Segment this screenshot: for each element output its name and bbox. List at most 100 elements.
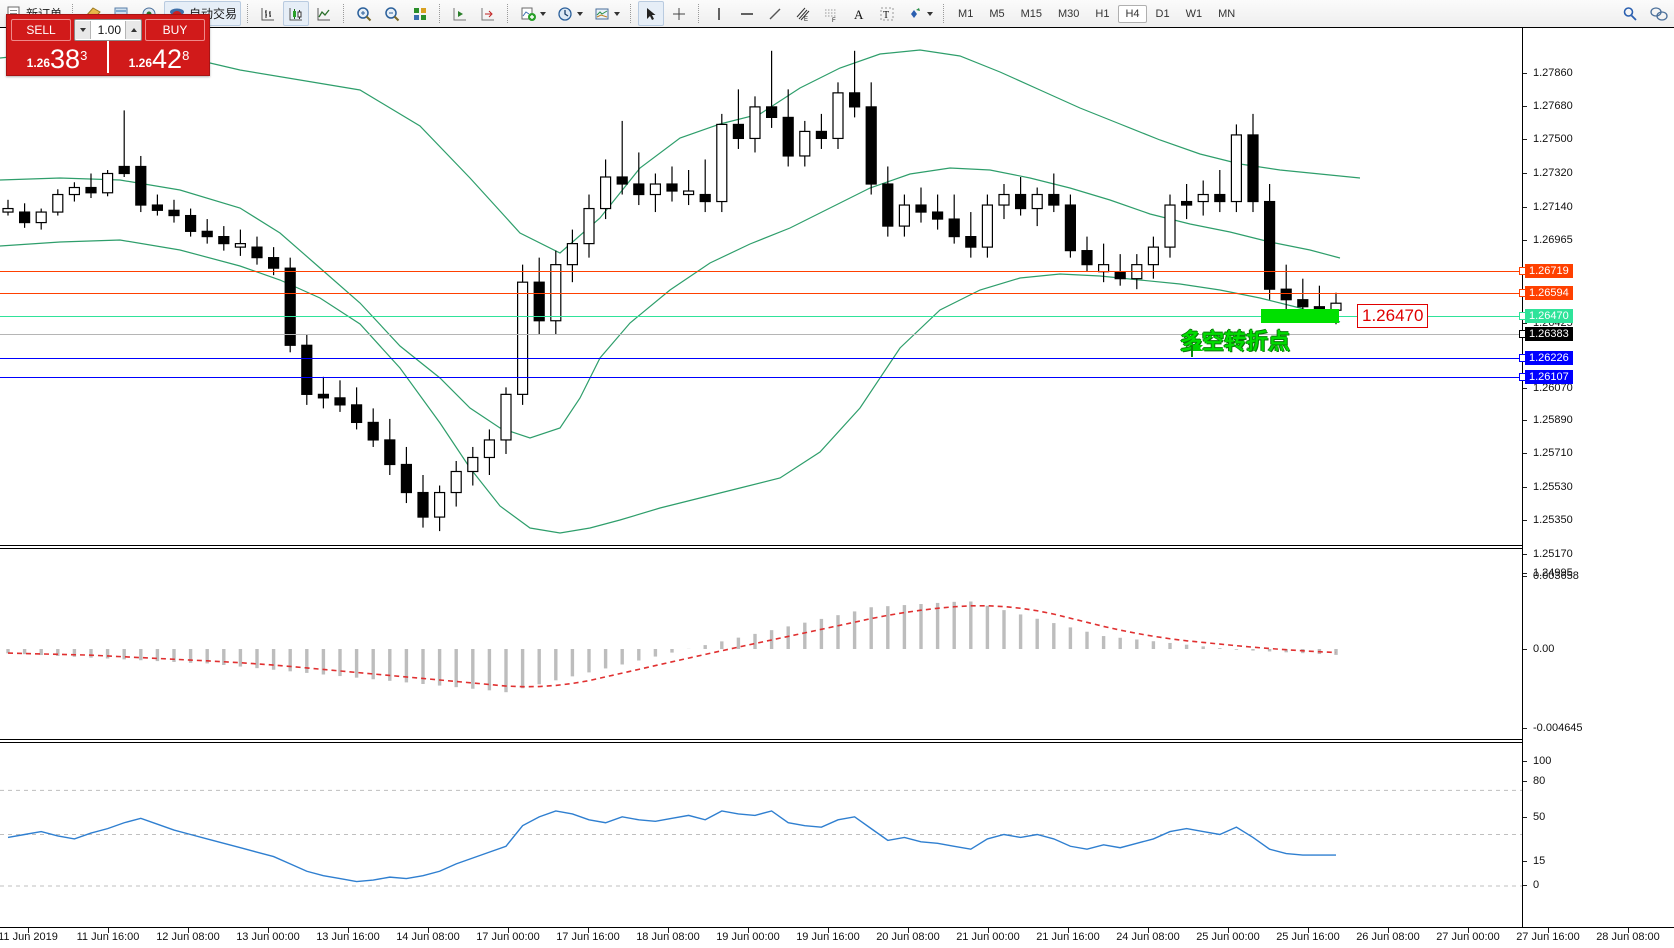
time-axis-label: 14 Jun 08:00 [396, 931, 460, 943]
rsi-plot [0, 789, 1522, 887]
fibonacci-button[interactable]: F [818, 1, 844, 26]
price-level-badge-resistance-1[interactable]: 1.26719 [1525, 264, 1573, 278]
templates-button[interactable] [589, 1, 624, 26]
timeframe-w1[interactable]: W1 [1185, 7, 1203, 20]
toolbar-separator [439, 4, 441, 23]
axis-tick [1388, 928, 1389, 933]
macd-plot [6, 601, 1338, 693]
chevron-down-icon[interactable] [540, 11, 547, 16]
price-level-badge-pivot[interactable]: 1.26470 [1525, 309, 1573, 323]
zoom-out-icon [385, 6, 400, 21]
pivot-zone-marker[interactable] [1261, 309, 1339, 323]
volume-increase-button[interactable] [125, 20, 141, 39]
auto-scroll-button[interactable] [475, 1, 501, 26]
timeframe-d1[interactable]: D1 [1155, 7, 1170, 20]
level-line-resistance-1[interactable] [0, 271, 1522, 272]
price-axis-label: 1.26070 [1533, 382, 1573, 394]
price-axis-label: 1.25890 [1533, 414, 1573, 426]
timeframe-h1[interactable]: H1 [1095, 7, 1110, 20]
timeframe-m15[interactable]: M15 [1020, 7, 1042, 20]
price-axis-label: 1.25710 [1533, 447, 1573, 459]
zoom-in-button[interactable] [351, 1, 377, 26]
sell-price[interactable]: 1.26 38 3 [7, 41, 109, 73]
buy-price[interactable]: 1.26 42 8 [109, 41, 209, 73]
vertical-line-button[interactable] [706, 1, 732, 26]
sell-button[interactable]: SELL [11, 18, 71, 41]
one-click-controls-row: SELL 1.00 BUY [7, 15, 209, 41]
macd-axis-label: 0.00 [1533, 643, 1555, 655]
time-axis-label: 17 Jun 00:00 [476, 931, 540, 943]
chat-button[interactable] [1645, 1, 1673, 26]
level-line-resistance-2[interactable] [0, 293, 1522, 294]
indicators-icon [521, 7, 537, 21]
price-callout-box[interactable]: 1.26470 [1357, 304, 1429, 328]
price-axis-label: 1.25530 [1533, 481, 1573, 493]
bar-chart-button[interactable] [255, 1, 281, 26]
axis-tick [1523, 139, 1527, 140]
zoom-out-button[interactable] [379, 1, 405, 26]
axis-tick [1523, 73, 1527, 74]
cursor-button[interactable] [638, 1, 665, 26]
timeframe-h4[interactable]: H4 [1118, 4, 1147, 23]
time-axis-label: 26 Jun 08:00 [1356, 931, 1420, 943]
buy-arrow-icon[interactable] [1190, 344, 1206, 358]
text-button[interactable]: A [846, 1, 872, 26]
level-line-support-2[interactable] [0, 377, 1522, 378]
price-level-badge-support-2[interactable]: 1.26107 [1525, 370, 1573, 384]
axis-tick [828, 928, 829, 933]
rsi-pane[interactable] [0, 743, 1522, 928]
search-button[interactable] [1617, 1, 1643, 26]
price-level-badge-support-1[interactable]: 1.26226 [1525, 351, 1573, 365]
timeframe-m1[interactable]: M1 [958, 7, 974, 20]
one-click-prices-row: 1.26 38 3 1.26 42 8 [7, 41, 209, 73]
bollinger-middle-line [0, 167, 1341, 439]
volume-value[interactable]: 1.00 [97, 22, 121, 37]
sell-price-prefix: 1.26 [26, 56, 51, 70]
axis-tick [188, 928, 189, 933]
price-level-badge-current-price[interactable]: 1.26383 [1525, 327, 1573, 341]
equidistant-channel-button[interactable]: E [790, 1, 816, 26]
macd-axis-label: -0.004645 [1533, 722, 1583, 734]
chart-area[interactable]: GBPUSD-,H4 1.26371 1.26386 1.26351 1.263… [0, 27, 1674, 948]
timeframe-mn[interactable]: MN [1218, 7, 1236, 20]
shift-end-button[interactable] [447, 1, 473, 26]
timeframe-m30[interactable]: M30 [1058, 7, 1080, 20]
level-line-support-1[interactable] [0, 358, 1522, 359]
rsi-axis-label: 15 [1533, 855, 1546, 867]
trendline-button[interactable] [762, 1, 788, 26]
time-axis-label: 11 Jun 16:00 [76, 931, 140, 943]
period-button[interactable] [552, 1, 587, 26]
chevron-down-icon[interactable] [927, 11, 934, 16]
tile-windows-button[interactable] [407, 1, 433, 26]
time-axis-label: 20 Jun 08:00 [876, 931, 940, 943]
timeframe-m5[interactable]: M5 [989, 7, 1005, 20]
rsi-axis-label: 80 [1533, 775, 1546, 787]
time-axis-label: 12 Jun 08:00 [156, 931, 220, 943]
sell-price-big: 38 [50, 44, 81, 74]
indicators-button[interactable] [515, 1, 550, 26]
one-click-trading-panel[interactable]: SELL 1.00 BUY 1.26 38 3 1.26 42 8 [6, 14, 210, 76]
chevron-down-icon[interactable] [614, 11, 621, 16]
volume-stepper[interactable]: 1.00 [74, 18, 142, 41]
horizontal-line-button[interactable] [734, 1, 760, 26]
price-axis-label: 1.27680 [1533, 100, 1573, 112]
macd-pane[interactable] [0, 549, 1522, 739]
price-level-badge-resistance-2[interactable]: 1.26594 [1525, 286, 1573, 300]
axis-tick [1523, 885, 1527, 886]
buy-button[interactable]: BUY [145, 18, 205, 41]
crosshair-button[interactable] [666, 1, 692, 26]
axis-tick [508, 928, 509, 933]
volume-decrease-button[interactable] [75, 20, 91, 39]
chevron-down-icon[interactable] [577, 11, 584, 16]
candlestick-chart-button[interactable] [283, 1, 310, 26]
shapes-button[interactable] [902, 1, 937, 26]
text-label-button[interactable]: T [874, 1, 900, 26]
line-chart-button[interactable] [311, 1, 337, 26]
rsi-pane-top-border-2 [0, 742, 1674, 743]
time-axis[interactable]: 11 Jun 2019 11 Jun 16:00 12 Jun 08:00 13 Ju… [0, 927, 1674, 948]
level-line-pivot[interactable] [0, 316, 1522, 317]
price-pane[interactable] [0, 28, 1522, 546]
time-axis-label: 25 Jun 16:00 [1276, 931, 1340, 943]
price-axis[interactable]: 1.27860 1.27680 1.27500 1.27320 1.27140 1.269… [1519, 28, 1674, 928]
toolbar-separator [247, 4, 249, 23]
